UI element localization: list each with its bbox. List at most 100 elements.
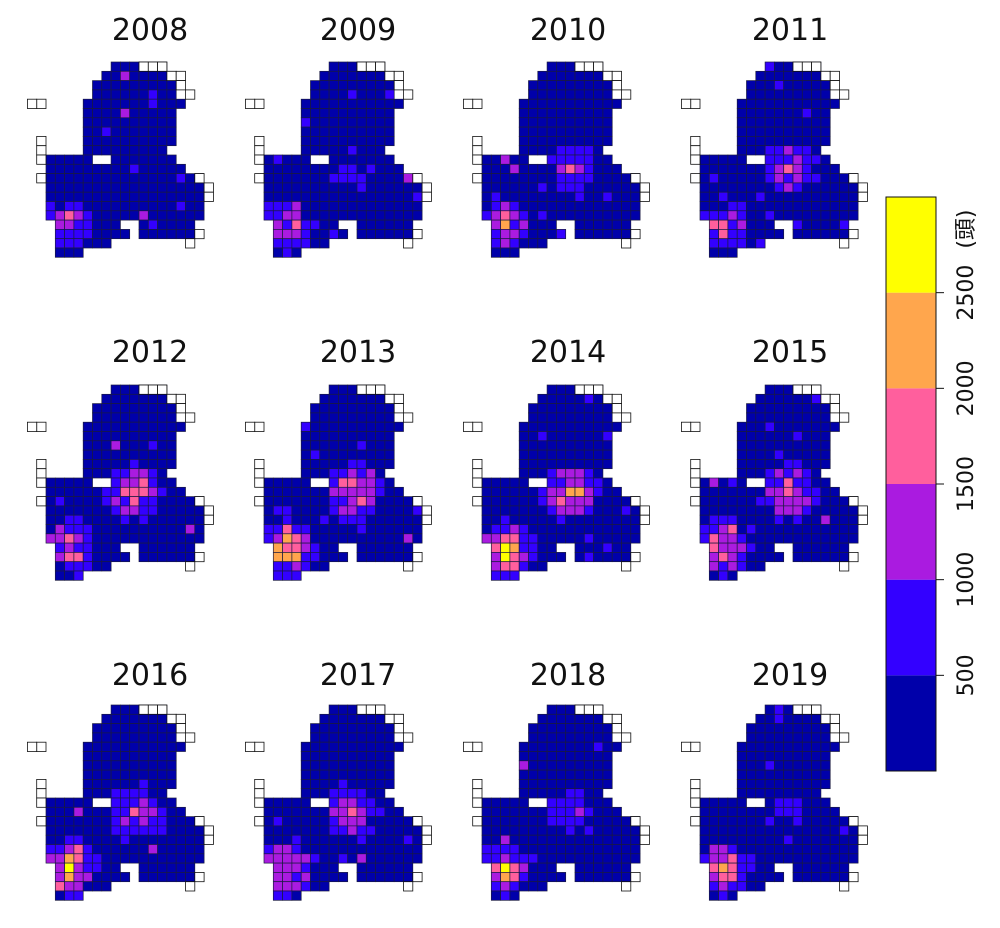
mesh-cell [166, 723, 177, 734]
mesh-cell [101, 713, 112, 724]
mesh-cell [783, 713, 794, 724]
mesh-cell [556, 496, 567, 507]
mesh-cell [774, 477, 785, 488]
mesh-cell [602, 117, 613, 128]
mesh-cell [110, 210, 121, 221]
mesh-cell [509, 570, 520, 581]
mesh-cell [300, 779, 311, 790]
mesh-cell [310, 769, 321, 780]
mesh-cell [583, 173, 594, 184]
mesh-cell [92, 853, 103, 864]
mesh-cell [820, 533, 831, 544]
mesh-cell [746, 163, 757, 174]
boundary-cell [185, 89, 196, 100]
mesh-cell [621, 853, 632, 864]
mesh-cell [110, 468, 121, 479]
mesh-cell [365, 505, 376, 516]
mesh-cell [356, 431, 367, 442]
mesh-cell [92, 723, 103, 734]
mesh-cell [175, 853, 186, 864]
mesh-cell [565, 210, 576, 221]
mesh-cell [811, 723, 822, 734]
boundary-cell [375, 704, 386, 715]
mesh-cell [490, 514, 501, 525]
boundary-cell [375, 384, 386, 395]
mesh-cell [593, 393, 604, 404]
mesh-cell [746, 769, 757, 780]
mesh-cell [574, 524, 585, 535]
mesh-cell [328, 816, 339, 827]
mesh-cell [500, 247, 511, 258]
mesh-cell [556, 853, 567, 864]
mesh-cell [73, 552, 84, 563]
boundary-cell [472, 788, 483, 799]
mesh-cell [801, 779, 812, 790]
mesh-cell [375, 449, 386, 460]
mesh-cell [384, 760, 395, 771]
mesh-cell [101, 98, 112, 109]
mesh-cell [811, 229, 822, 240]
mesh-cell [384, 816, 395, 827]
mesh-cell [73, 797, 84, 808]
boundary-cell [356, 704, 367, 715]
mesh-cell [54, 238, 65, 249]
mesh-cell [347, 117, 358, 128]
mesh-cell [565, 486, 576, 497]
mesh-cell [272, 173, 283, 184]
mesh-cell [546, 229, 557, 240]
mesh-cell [338, 779, 349, 790]
boundary-cell [356, 61, 367, 72]
mesh-cell [811, 182, 822, 193]
mesh-cell [157, 89, 168, 100]
mesh-cell [129, 70, 140, 81]
mesh-cell [138, 542, 149, 553]
mesh-cell [82, 459, 93, 470]
mesh-cell [64, 570, 75, 581]
mesh-cell [746, 788, 757, 799]
mesh-cell [282, 881, 293, 892]
mesh-cell [310, 89, 321, 100]
mesh-cell [147, 229, 158, 240]
mesh-cell [64, 881, 75, 892]
mesh-cell [282, 163, 293, 174]
mesh-cell [73, 496, 84, 507]
mesh-cell [574, 514, 585, 525]
mesh-cell [602, 201, 613, 212]
mesh-cell [64, 238, 75, 249]
mesh-cell [820, 853, 831, 864]
mesh-cell [621, 542, 632, 553]
mesh-cell [319, 514, 330, 525]
mesh-cell [565, 431, 576, 442]
mesh-cell [147, 421, 158, 432]
boundary-cell [583, 384, 594, 395]
mesh-cell [175, 201, 186, 212]
boundary-cell [412, 872, 423, 883]
mesh-cell [175, 173, 186, 184]
boundary-cell [839, 881, 850, 892]
boundary-cell [472, 145, 483, 156]
mesh-cell [319, 98, 330, 109]
panel-title: 2013 [320, 335, 396, 370]
mesh-cell [500, 542, 511, 553]
boundary-cell [36, 173, 47, 184]
mesh-cell [820, 496, 831, 507]
mesh-cell [593, 713, 604, 724]
mesh-cell [574, 853, 585, 864]
mesh-cell [129, 760, 140, 771]
mesh-cell [811, 741, 822, 752]
boundary-cell [412, 816, 423, 827]
mesh-cell [490, 154, 501, 165]
mesh-cell [110, 80, 121, 91]
mesh-cell [528, 779, 539, 790]
mesh-cell [755, 449, 766, 460]
mesh-cell [328, 449, 339, 460]
mesh-cell [138, 80, 149, 91]
mesh-cell [801, 477, 812, 488]
mesh-cell [746, 533, 757, 544]
mesh-cell [755, 514, 766, 525]
mesh-cell [755, 816, 766, 827]
panel-title: 2011 [752, 13, 828, 48]
mesh-cell [82, 219, 93, 230]
mesh-cell [120, 732, 131, 743]
mesh-cell [801, 136, 812, 147]
